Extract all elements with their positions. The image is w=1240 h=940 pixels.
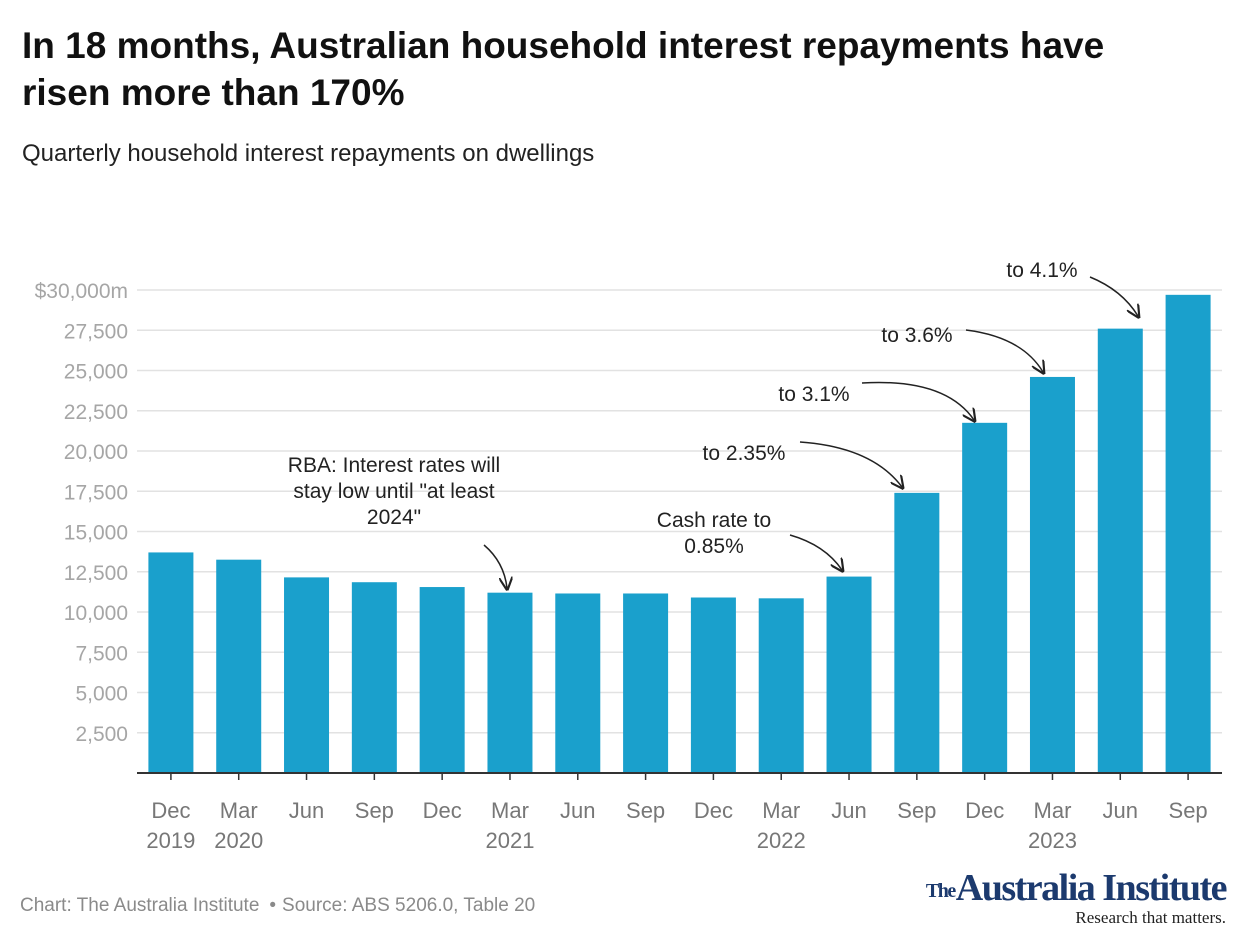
- y-tick-label: 2,500: [75, 723, 128, 746]
- chart-credit: Chart: The Australia Institute: [20, 895, 260, 916]
- y-tick-label: 27,500: [64, 320, 128, 343]
- x-tick-label: Sep: [355, 798, 394, 823]
- annotation-text: stay low until "at least: [293, 480, 494, 503]
- x-year-label: 2020: [214, 828, 263, 853]
- y-tick-label: 12,500: [64, 562, 128, 585]
- x-tick-label: Sep: [626, 798, 665, 823]
- x-tick-label: Jun: [831, 798, 866, 823]
- y-tick-label: 17,500: [64, 481, 128, 504]
- logo-name: Australia Institute: [955, 867, 1228, 909]
- bar: [1097, 328, 1143, 773]
- x-tick-label: Sep: [897, 798, 936, 823]
- annotation-arrow: [483, 544, 507, 588]
- x-tick-label: Dec: [151, 798, 190, 823]
- x-tick-label: Jun: [1103, 798, 1138, 823]
- bar: [1165, 294, 1211, 773]
- y-tick-label: 10,000: [64, 602, 128, 625]
- y-tick-label: 25,000: [64, 361, 128, 384]
- x-tick-label: Jun: [560, 798, 595, 823]
- bar: [419, 587, 465, 773]
- bar: [623, 593, 669, 773]
- y-tick-label: 5,000: [75, 683, 128, 706]
- bar: [894, 492, 940, 773]
- annotation-text: 2024": [367, 506, 421, 529]
- x-axis: [137, 772, 1222, 780]
- bar: [216, 559, 262, 773]
- x-tick-label: Mar: [220, 798, 258, 823]
- bar: [148, 552, 194, 773]
- y-tick-label: $30,000m: [35, 280, 128, 303]
- bar: [758, 598, 804, 773]
- footer: Chart: The Australia Institute • Source: A…: [20, 895, 535, 917]
- bar: [962, 422, 1008, 773]
- annotation-text: RBA: Interest rates will: [288, 454, 500, 477]
- footer-separator: •: [269, 895, 277, 916]
- chart-title: In 18 months, Australian household inter…: [22, 25, 1105, 113]
- chart-source: Source: ABS 5206.0, Table 20: [282, 895, 536, 916]
- bar: [351, 582, 397, 773]
- annotation: to 3.6%: [881, 324, 1043, 372]
- annotation: RBA: Interest rates will stay low until "…: [288, 454, 507, 588]
- logo-tagline: Research that matters.: [1075, 908, 1226, 927]
- annotation-arrow: [799, 441, 902, 487]
- annotation-arrow: [861, 381, 974, 420]
- annotation-text: to 2.35%: [703, 442, 786, 465]
- annotation-arrow: [789, 534, 842, 570]
- chart-subtitle: Quarterly household interest repayments …: [22, 140, 595, 167]
- x-tick-label: Dec: [965, 798, 1004, 823]
- annotation-text: to 3.6%: [881, 324, 952, 347]
- y-tick-label: 7,500: [75, 642, 128, 665]
- bar: [555, 593, 601, 773]
- logo-the: The: [925, 880, 956, 902]
- annotation: to 2.35%: [703, 441, 902, 487]
- x-tick-label: Dec: [694, 798, 733, 823]
- annotations: RBA: Interest rates will stay low until "…: [288, 259, 1138, 588]
- x-tick-label: Jun: [289, 798, 324, 823]
- x-year-label: 2023: [1028, 828, 1077, 853]
- annotation: to 4.1%: [1006, 259, 1138, 316]
- bars: [148, 294, 1211, 773]
- x-year-label: 2021: [485, 828, 534, 853]
- x-year-label: 2019: [146, 828, 195, 853]
- annotation-text: Cash rate to: [657, 509, 771, 532]
- annotation-text: 0.85%: [684, 535, 744, 558]
- bar: [690, 597, 736, 773]
- annotation-text: to 3.1%: [778, 383, 849, 406]
- x-tick-label: Sep: [1169, 798, 1208, 823]
- y-tick-label: 15,000: [64, 522, 128, 545]
- bar: [487, 592, 533, 773]
- bar: [284, 577, 330, 773]
- x-tick-label: Mar: [762, 798, 800, 823]
- annotation: to 3.1%: [778, 381, 974, 420]
- y-tick-label: 20,000: [64, 441, 128, 464]
- x-tick-label: Mar: [491, 798, 529, 823]
- australia-institute-logo: TheAustralia Institute Research that mat…: [925, 867, 1228, 928]
- annotation-arrow: [965, 329, 1043, 372]
- x-year-label: 2022: [757, 828, 806, 853]
- x-tick-label: Dec: [423, 798, 462, 823]
- bar: [1029, 376, 1075, 773]
- annotation-text: to 4.1%: [1006, 259, 1077, 282]
- x-tick-label: Mar: [1034, 798, 1072, 823]
- bar: [826, 576, 872, 773]
- x-axis-labels: Dec 2019 Mar 2020 Jun Sep Dec Mar 2021 Jun Sep Dec M…: [146, 798, 1207, 853]
- y-tick-label: 22,500: [64, 401, 128, 424]
- annotation: Cash rate to 0.85%: [657, 509, 842, 570]
- y-axis-ticks: 2,500 5,000 7,500 10,000 12,500 15,000 17,500 2…: [35, 280, 128, 746]
- annotation-arrow: [1089, 276, 1138, 316]
